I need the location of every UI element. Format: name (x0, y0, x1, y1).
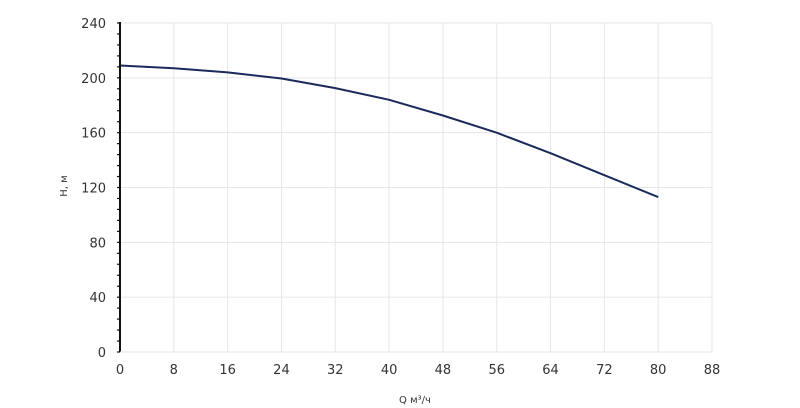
x-tick-label: 56 (488, 363, 505, 378)
y-tick-label: 200 (81, 72, 106, 87)
x-tick-label: 48 (435, 363, 452, 378)
x-tick-label: 24 (273, 363, 290, 378)
x-tick-label: 8 (170, 363, 178, 378)
y-tick-label: 240 (81, 17, 106, 32)
y-tick-label: 160 (81, 127, 106, 142)
x-tick-label: 32 (327, 363, 344, 378)
y-tick-label: 80 (89, 236, 106, 251)
y-tick-label: 40 (89, 291, 106, 306)
x-tick-label: 88 (704, 363, 721, 378)
x-tick-label: 16 (219, 363, 236, 378)
x-tick-label: 80 (650, 363, 667, 378)
x-tick-label: 40 (381, 363, 398, 378)
x-tick-label: 64 (542, 363, 559, 378)
series-layer (119, 64, 659, 199)
tick-labels: 0 8 16 24 32 40 48 56 64 72 80 88 0 40 80 120 160 200 240 (81, 17, 720, 378)
x-tick-label: 0 (116, 363, 124, 378)
x-axis-title: Q м³/ч (399, 395, 431, 406)
y-axis-title: H, м (59, 175, 70, 196)
y-tick-label: 0 (98, 346, 106, 361)
x-tick-label: 72 (596, 363, 613, 378)
grid (120, 22, 713, 352)
y-tick-label: 120 (81, 182, 106, 197)
series-line (119, 64, 659, 199)
axes (117, 22, 712, 353)
